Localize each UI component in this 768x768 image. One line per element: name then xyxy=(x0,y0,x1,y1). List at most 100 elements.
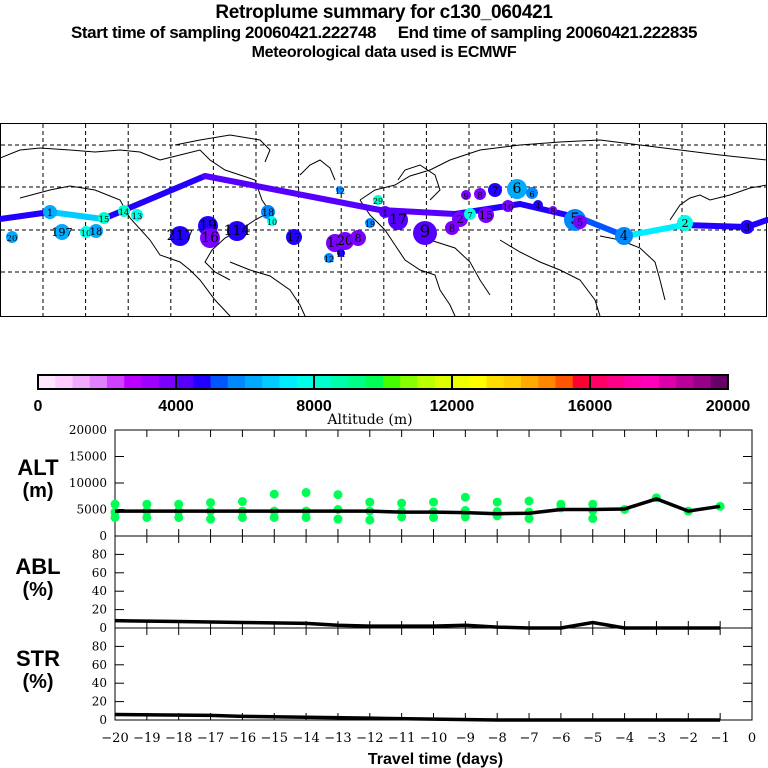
colorbar-swatch xyxy=(659,375,677,389)
time-series-panels: 05000100001500020000ALT(m)020406080ABL(%… xyxy=(15,423,756,768)
plume-day-label: 18 xyxy=(90,227,102,238)
colorbar-tick-label: 4000 xyxy=(158,398,194,415)
plume-circle xyxy=(413,221,437,245)
colorbar-swatch xyxy=(624,375,643,389)
altitude-point xyxy=(237,497,247,507)
colorbar-swatch xyxy=(710,375,729,389)
plume-marker: 1 xyxy=(43,205,57,219)
plume-day-label: 1 xyxy=(382,208,387,218)
altitude-point xyxy=(110,512,120,522)
colorbar-swatch xyxy=(400,375,418,389)
coastline xyxy=(19,185,231,317)
panel-label: ALT xyxy=(17,455,59,480)
plume-marker: 9 xyxy=(461,190,471,201)
plume-day-label: 2 xyxy=(681,217,688,230)
altitude-point xyxy=(269,489,279,499)
plume-circle xyxy=(350,230,366,246)
altitude-point xyxy=(429,512,438,522)
colorbar-swatch xyxy=(331,375,349,389)
colorbar-swatch xyxy=(124,375,142,389)
plume-circle xyxy=(324,253,334,263)
plume-circle xyxy=(615,227,633,245)
x-tick-label: −13 xyxy=(324,731,351,746)
panel-label: (%) xyxy=(22,671,53,693)
altitude-point xyxy=(460,512,470,522)
plume-day-label: 9 xyxy=(463,192,468,201)
plume-marker: 3 xyxy=(740,220,754,234)
plume-circle xyxy=(170,226,190,246)
plume-day-label: 16 xyxy=(201,230,219,246)
plume-marker: 15 xyxy=(98,212,110,224)
plume-day-label: 217 xyxy=(167,228,194,244)
colorbar-swatch xyxy=(538,375,556,389)
colorbar-swatch xyxy=(38,375,56,389)
plume-marker: 29 xyxy=(373,195,383,206)
plume-day-label: 3 xyxy=(744,223,750,234)
y-tick-label: 40 xyxy=(92,676,107,690)
y-tick-label: 15000 xyxy=(69,450,107,464)
str-line xyxy=(114,712,721,722)
plume-marker: 114 xyxy=(224,221,250,241)
colorbar-swatch xyxy=(590,375,608,389)
trajectory-segment xyxy=(622,222,687,239)
colorbar-swatch xyxy=(193,375,211,389)
colorbar-swatch xyxy=(72,375,91,389)
altitude-point xyxy=(206,514,216,524)
plume-marker: 6 xyxy=(507,179,527,199)
x-tick-label: 0 xyxy=(748,731,756,746)
colorbar-swatch xyxy=(434,375,453,389)
colorbar-swatch xyxy=(141,375,160,389)
altitude-point xyxy=(142,499,152,509)
colorbar-swatch xyxy=(348,375,367,389)
colorbar-swatch xyxy=(452,375,470,389)
altitude-point xyxy=(460,492,470,502)
mean-altitude-line xyxy=(115,497,721,516)
plume-marker: 10 xyxy=(502,200,514,212)
coastline xyxy=(397,164,441,201)
plume-marker: 17 xyxy=(388,210,408,230)
plume-day-label: 1 xyxy=(47,208,53,219)
plume-day-label: 197 xyxy=(51,226,72,239)
plume-day-label: 8 xyxy=(354,232,361,245)
plume-marker: 20 xyxy=(336,232,354,250)
x-tick-label: −17 xyxy=(197,731,224,746)
coastline xyxy=(174,134,271,163)
plume-circle xyxy=(533,200,543,210)
x-tick-label: −11 xyxy=(388,731,415,746)
coastline xyxy=(229,261,306,317)
x-tick-label: −14 xyxy=(292,731,319,746)
plume-marker: 16 xyxy=(200,228,220,248)
plume-circle xyxy=(365,218,375,228)
altitude-point xyxy=(429,497,438,507)
colorbar-swatch xyxy=(693,375,712,389)
panel-label: (m) xyxy=(22,480,53,502)
plume-day-label: 8 xyxy=(550,207,555,216)
coastline xyxy=(669,184,768,221)
plume-day-label: 11 xyxy=(336,250,346,259)
y-tick-label: 80 xyxy=(92,639,107,653)
chart-title: Retroplume summary for c130_060421 xyxy=(215,2,553,23)
plume-day-label: 8 xyxy=(449,224,455,235)
plume-circle xyxy=(43,205,57,219)
plume-marker: 7 xyxy=(464,208,476,220)
colorbar-tick-label: 0 xyxy=(34,398,43,415)
y-tick-label: 0 xyxy=(99,713,107,727)
plume-circle xyxy=(98,212,110,224)
colorbar-swatch xyxy=(521,375,539,389)
colorbar-swatch xyxy=(227,375,246,389)
altitude-point xyxy=(588,514,598,524)
altitude-colorbar: 0 4000 8000 12000 16000 20000 xyxy=(34,374,750,415)
plume-day-label: 10 xyxy=(267,218,277,227)
plume-marker: 1 xyxy=(379,206,391,218)
altitude-point xyxy=(492,497,502,507)
plume-circle xyxy=(677,215,693,231)
plume-marker: 18 xyxy=(89,224,103,238)
x-tick-label: −1 xyxy=(711,731,730,746)
plume-circle xyxy=(336,186,344,194)
colorbar-swatch xyxy=(365,375,384,389)
plume-marker: 7 xyxy=(488,183,502,197)
x-axis-label: Travel time (days) xyxy=(368,751,503,768)
colorbar-swatch xyxy=(107,375,125,389)
colorbar-tick-label: 8000 xyxy=(296,398,332,415)
